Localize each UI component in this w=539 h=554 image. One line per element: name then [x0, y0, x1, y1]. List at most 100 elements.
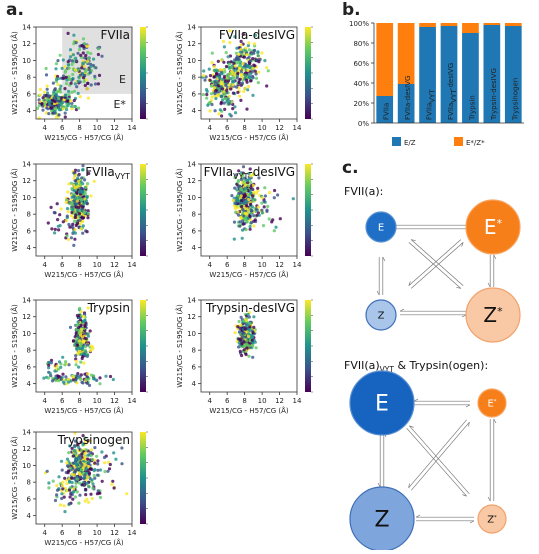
node-vyt-e-label: E	[375, 392, 389, 417]
plot-title: FVIIa-desIVG	[219, 28, 295, 42]
data-point	[92, 57, 96, 61]
data-point	[238, 349, 242, 353]
x-tick-label: 4	[207, 397, 212, 405]
node-fviia-zstar-label-star: *	[497, 305, 503, 318]
data-point	[45, 469, 49, 473]
data-point	[66, 99, 70, 103]
data-point	[240, 198, 244, 203]
scatter-svg: 4 6 8 10 12 14 4 6 8 10 12 14 W215/CG - H57/CG (Å) W2…	[10, 24, 148, 142]
data-point	[108, 462, 112, 467]
data-point	[100, 54, 104, 58]
data-point	[85, 381, 89, 385]
data-point	[245, 212, 249, 216]
data-point	[89, 64, 93, 69]
data-point	[73, 215, 77, 220]
data-point	[77, 75, 81, 79]
data-point	[201, 93, 205, 97]
data-point	[240, 205, 244, 209]
data-point	[63, 486, 67, 490]
bar-y-tick-label: 80%	[353, 40, 369, 48]
data-point	[69, 236, 73, 240]
data-point	[76, 173, 80, 177]
y-tick-label: 6	[192, 227, 197, 235]
data-point	[89, 454, 93, 458]
data-point	[81, 434, 85, 438]
arrow-head	[411, 239, 416, 242]
y-tick-label: 12	[22, 313, 31, 321]
data-point	[76, 176, 80, 181]
data-point	[248, 321, 252, 326]
data-point	[108, 374, 113, 379]
data-point	[72, 487, 76, 491]
data-point	[74, 213, 78, 217]
data-point	[69, 476, 74, 480]
data-point	[76, 91, 80, 95]
data-point	[74, 452, 78, 456]
data-point	[96, 489, 100, 493]
data-point	[218, 108, 222, 112]
data-point	[68, 77, 72, 81]
data-point	[87, 472, 91, 476]
data-point	[86, 59, 90, 63]
arrow-head	[456, 286, 461, 289]
data-point	[241, 172, 245, 176]
y-tick-label: 14	[22, 161, 31, 169]
data-point	[238, 220, 242, 224]
data-point	[266, 69, 270, 73]
data-point	[228, 112, 232, 116]
category-subscript: VYT	[450, 89, 458, 103]
data-point	[251, 344, 255, 348]
data-point	[81, 51, 85, 55]
x-tick-label: 4	[42, 124, 47, 132]
data-point	[82, 80, 86, 84]
data-point	[47, 360, 52, 364]
data-point	[72, 98, 76, 103]
data-point	[68, 495, 72, 499]
data-point	[83, 319, 87, 323]
node-vyt-estar-label-star: *	[494, 399, 497, 405]
data-point	[254, 76, 259, 80]
data-point	[93, 446, 97, 450]
data-point	[54, 379, 58, 383]
x-tick-label: 14	[293, 397, 302, 405]
data-point	[252, 325, 256, 329]
scatter-fviia: 4 6 8 10 12 14 4 6 8 10 12 14 W215/CG - H57/CG (Å) W2…	[0, 15, 165, 150]
data-point	[103, 461, 107, 465]
arrow-head	[487, 282, 491, 288]
data-point	[237, 86, 241, 90]
data-point	[243, 186, 247, 190]
data-point	[220, 72, 224, 76]
data-point	[238, 94, 242, 98]
y-tick-label: 8	[27, 74, 31, 82]
x-tick-label: 8	[77, 261, 81, 269]
data-point	[273, 188, 277, 193]
data-point	[61, 220, 65, 224]
data-point	[57, 97, 61, 101]
bar-y-tick-label: 100%	[349, 20, 369, 28]
x-tick-label: 14	[128, 397, 137, 405]
data-point	[53, 231, 57, 235]
arrow-head	[408, 281, 411, 286]
data-point	[47, 102, 52, 106]
data-point	[55, 364, 59, 368]
data-point	[78, 222, 82, 226]
data-point	[66, 380, 71, 384]
data-point	[72, 176, 76, 180]
node-fviia-z-label: Z	[378, 311, 385, 322]
data-points	[42, 306, 115, 387]
data-point	[92, 474, 96, 478]
data-point	[93, 476, 97, 480]
data-point	[233, 331, 237, 335]
bar-ez	[504, 26, 522, 123]
arrow-head	[487, 496, 491, 502]
data-point	[75, 343, 79, 347]
data-point	[202, 74, 206, 78]
data-point	[249, 191, 253, 195]
data-point	[230, 194, 234, 198]
data-point	[224, 65, 229, 69]
data-point	[244, 217, 248, 222]
data-point	[80, 66, 84, 70]
data-point	[82, 314, 86, 319]
data-point	[70, 211, 74, 215]
y-tick-label: 8	[192, 347, 196, 355]
